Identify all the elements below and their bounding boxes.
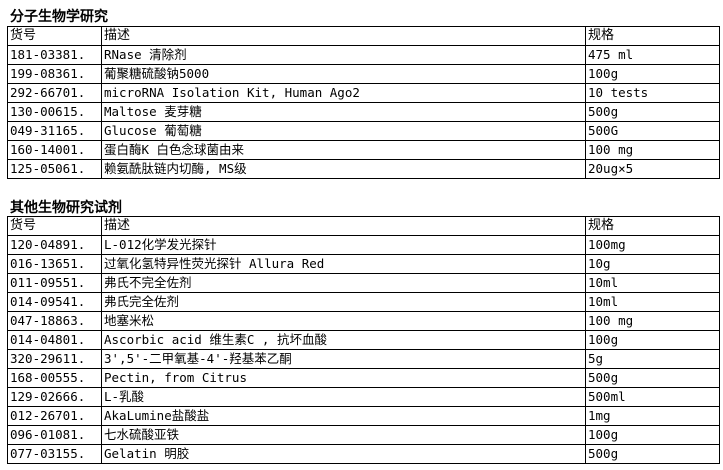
table-row: 199-08361. 葡聚糖硫酸钠5000 100g xyxy=(7,64,720,84)
specification-cell: 10ml xyxy=(585,292,720,312)
description-cell: Glucose 葡萄糖 xyxy=(101,121,586,141)
table-row: 016-13651. 过氧化氢特异性荧光探针 Allura Red 10g xyxy=(7,254,720,274)
table-row: 012-26701. AkaLumine盐酸盐 1mg xyxy=(7,406,720,426)
table-row: 014-04801. Ascorbic acid 维生素C , 抗坏血酸 100g xyxy=(7,330,720,350)
specification-cell: 500G xyxy=(585,121,720,141)
table-row: 011-09551. 弗氏不完全佐剂 10ml xyxy=(7,273,720,293)
catalog-number-cell: 014-09541. xyxy=(7,292,102,312)
specification-cell: 100 mg xyxy=(585,311,720,331)
specification-cell: 475 ml xyxy=(585,45,720,65)
table-row: 320-29611. 3',5'-二甲氧基-4'-羟基苯乙酮 5g xyxy=(7,349,720,369)
table-row: 160-14001. 蛋白酶K 白色念球菌由来 100 mg xyxy=(7,140,720,160)
table-header-row: 货号 描述 规格 xyxy=(7,26,720,46)
table-row: 168-00555. Pectin, from Citrus 500g xyxy=(7,368,720,388)
specification-cell: 500g xyxy=(585,444,720,464)
description-cell: 赖氨酰肽链内切酶, MS级 xyxy=(101,159,586,179)
specification-cell: 20ug×5 xyxy=(585,159,720,179)
catalog-number-cell: 120-04891. xyxy=(7,235,102,255)
catalog-number-cell: 292-66701. xyxy=(7,83,102,103)
column-header-description: 描述 xyxy=(101,216,586,236)
description-cell: L-012化学发光探针 xyxy=(101,235,586,255)
catalog-number-cell: 012-26701. xyxy=(7,406,102,426)
catalog-number-cell: 125-05061. xyxy=(7,159,102,179)
table-header-row: 货号 描述 规格 xyxy=(7,216,720,236)
column-header-catalog-number: 货号 xyxy=(7,216,102,236)
description-cell: Gelatin 明胶 xyxy=(101,444,586,464)
catalog-number-cell: 168-00555. xyxy=(7,368,102,388)
specification-cell: 1mg xyxy=(585,406,720,426)
table-row: 292-66701. microRNA Isolation Kit, Human … xyxy=(7,83,720,103)
catalog-number-cell: 077-03155. xyxy=(7,444,102,464)
table-row: 049-31165. Glucose 葡萄糖 500G xyxy=(7,121,720,141)
table-row: 096-01081. 七水硫酸亚铁 100g xyxy=(7,425,720,445)
catalog-number-cell: 047-18863. xyxy=(7,311,102,331)
description-cell: 弗氏不完全佐剂 xyxy=(101,273,586,293)
description-cell: AkaLumine盐酸盐 xyxy=(101,406,586,426)
specification-cell: 100mg xyxy=(585,235,720,255)
catalog-number-cell: 096-01081. xyxy=(7,425,102,445)
column-header-description: 描述 xyxy=(101,26,586,46)
description-cell: 七水硫酸亚铁 xyxy=(101,425,586,445)
specification-cell: 100 mg xyxy=(585,140,720,160)
catalog-number-cell: 049-31165. xyxy=(7,121,102,141)
catalog-number-cell: 016-13651. xyxy=(7,254,102,274)
description-cell: 弗氏完全佐剂 xyxy=(101,292,586,312)
specification-cell: 100g xyxy=(585,64,720,84)
specification-cell: 5g xyxy=(585,349,720,369)
description-cell: RNase 清除剂 xyxy=(101,45,586,65)
catalog-number-cell: 181-03381. xyxy=(7,45,102,65)
description-cell: Ascorbic acid 维生素C , 抗坏血酸 xyxy=(101,330,586,350)
catalog-number-cell: 014-04801. xyxy=(7,330,102,350)
column-header-specification: 规格 xyxy=(585,216,720,236)
specification-cell: 10 tests xyxy=(585,83,720,103)
column-header-catalog-number: 货号 xyxy=(7,26,102,46)
table-row: 047-18863. 地塞米松 100 mg xyxy=(7,311,720,331)
table-row: 077-03155. Gelatin 明胶 500g xyxy=(7,444,720,464)
catalog-number-cell: 130-00615. xyxy=(7,102,102,122)
specification-cell: 500g xyxy=(585,102,720,122)
description-cell: 蛋白酶K 白色念球菌由来 xyxy=(101,140,586,160)
column-header-specification: 规格 xyxy=(585,26,720,46)
table-row: 130-00615. Maltose 麦芽糖 500g xyxy=(7,102,720,122)
table-row: 120-04891. L-012化学发光探针 100mg xyxy=(7,235,720,255)
table-row: 181-03381. RNase 清除剂 475 ml xyxy=(7,45,720,65)
catalog-number-cell: 160-14001. xyxy=(7,140,102,160)
product-table-molecular-biology: 货号 描述 规格 181-03381. RNase 清除剂 475 ml 199-08361… xyxy=(7,26,720,179)
specification-cell: 10ml xyxy=(585,273,720,293)
table-row: 129-02666. L-乳酸 500ml xyxy=(7,387,720,407)
catalog-number-cell: 199-08361. xyxy=(7,64,102,84)
specification-cell: 100g xyxy=(585,330,720,350)
catalog-number-cell: 129-02666. xyxy=(7,387,102,407)
section-title-other-reagents: 其他生物研究试剂 xyxy=(10,200,122,216)
table-row: 014-09541. 弗氏完全佐剂 10ml xyxy=(7,292,720,312)
description-cell: 过氧化氢特异性荧光探针 Allura Red xyxy=(101,254,586,274)
description-cell: 葡聚糖硫酸钠5000 xyxy=(101,64,586,84)
section-title-molecular-biology: 分子生物学研究 xyxy=(10,9,108,25)
description-cell: Maltose 麦芽糖 xyxy=(101,102,586,122)
specification-cell: 10g xyxy=(585,254,720,274)
table-row: 125-05061. 赖氨酰肽链内切酶, MS级 20ug×5 xyxy=(7,159,720,179)
description-cell: microRNA Isolation Kit, Human Ago2 xyxy=(101,83,586,103)
specification-cell: 500ml xyxy=(585,387,720,407)
description-cell: Pectin, from Citrus xyxy=(101,368,586,388)
description-cell: L-乳酸 xyxy=(101,387,586,407)
catalog-number-cell: 011-09551. xyxy=(7,273,102,293)
specification-cell: 100g xyxy=(585,425,720,445)
product-table-other-reagents: 货号 描述 规格 120-04891. L-012化学发光探针 100mg 016-1365… xyxy=(7,216,720,464)
specification-cell: 500g xyxy=(585,368,720,388)
catalog-number-cell: 320-29611. xyxy=(7,349,102,369)
description-cell: 地塞米松 xyxy=(101,311,586,331)
description-cell: 3',5'-二甲氧基-4'-羟基苯乙酮 xyxy=(101,349,586,369)
